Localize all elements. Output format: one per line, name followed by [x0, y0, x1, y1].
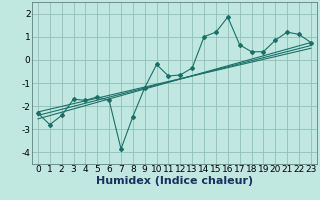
X-axis label: Humidex (Indice chaleur): Humidex (Indice chaleur) — [96, 176, 253, 186]
